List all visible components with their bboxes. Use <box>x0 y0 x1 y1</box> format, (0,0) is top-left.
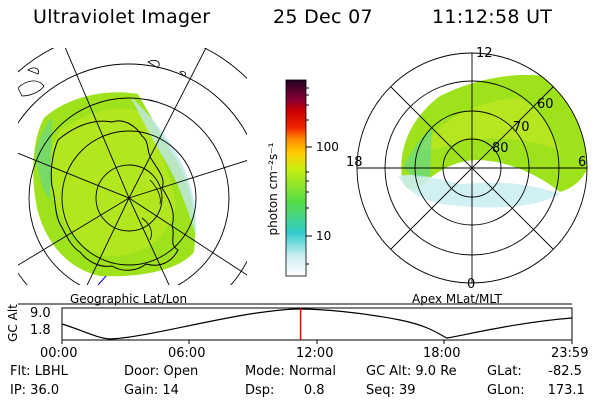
date-label: 25 Dec 07 <box>273 6 373 28</box>
mode-readout: Mode: Normal <box>245 364 336 379</box>
mlat-label-70: 70 <box>513 120 530 135</box>
altitude-timeline <box>61 307 573 341</box>
mlt-label-12: 12 <box>476 46 493 61</box>
y-tick-9: 9.0 <box>30 306 51 321</box>
timeline-ylabel: GC Alt <box>5 304 20 342</box>
mlat-label-60: 60 <box>537 97 554 112</box>
mlat-label-80: 80 <box>492 141 509 156</box>
door-readout: Door: Open <box>124 364 199 379</box>
time-label: 11:12:58 UT <box>432 6 553 28</box>
dsp-readout: Dsp: 0.8 <box>245 383 325 398</box>
x-tick-0000: 00:00 <box>40 346 78 361</box>
colorbar-label: photon cm⁻²s⁻¹ <box>266 142 280 236</box>
instrument-title: Ultraviolet Imager <box>33 6 211 28</box>
mlt-label-6: 6 <box>578 155 587 170</box>
filter-readout: Flt: LBHL <box>10 364 68 379</box>
glon-readout: GLon: 173.1 <box>487 383 585 398</box>
glat-readout: GLat: -82.5 <box>487 364 582 379</box>
colorbar-tick-100: 100 <box>316 140 339 154</box>
y-tick-1-8: 1.8 <box>30 323 51 338</box>
geographic-map <box>18 48 247 285</box>
mlt-label-0: 0 <box>467 277 476 292</box>
colorbar-tick-10: 10 <box>316 229 332 243</box>
right-panel-caption: Apex MLat/MLT <box>412 292 502 306</box>
x-tick-1200: 12:00 <box>296 346 334 361</box>
x-tick-2359: 23:59 <box>551 346 589 361</box>
magnetic-map <box>398 74 587 208</box>
gc-alt-readout: GC Alt: 9.0 Re <box>366 364 457 379</box>
seq-readout: Seq: 39 <box>366 383 416 398</box>
mlt-label-18: 18 <box>346 155 363 170</box>
coastline <box>50 120 179 271</box>
left-panel-caption: Geographic Lat/Lon <box>70 292 188 306</box>
ip-readout: IP: 36.0 <box>10 383 60 398</box>
x-tick-0600: 06:00 <box>168 346 206 361</box>
colorbar <box>285 79 307 277</box>
gain-readout: Gain: 14 <box>124 383 179 398</box>
x-tick-1800: 18:00 <box>423 346 461 361</box>
